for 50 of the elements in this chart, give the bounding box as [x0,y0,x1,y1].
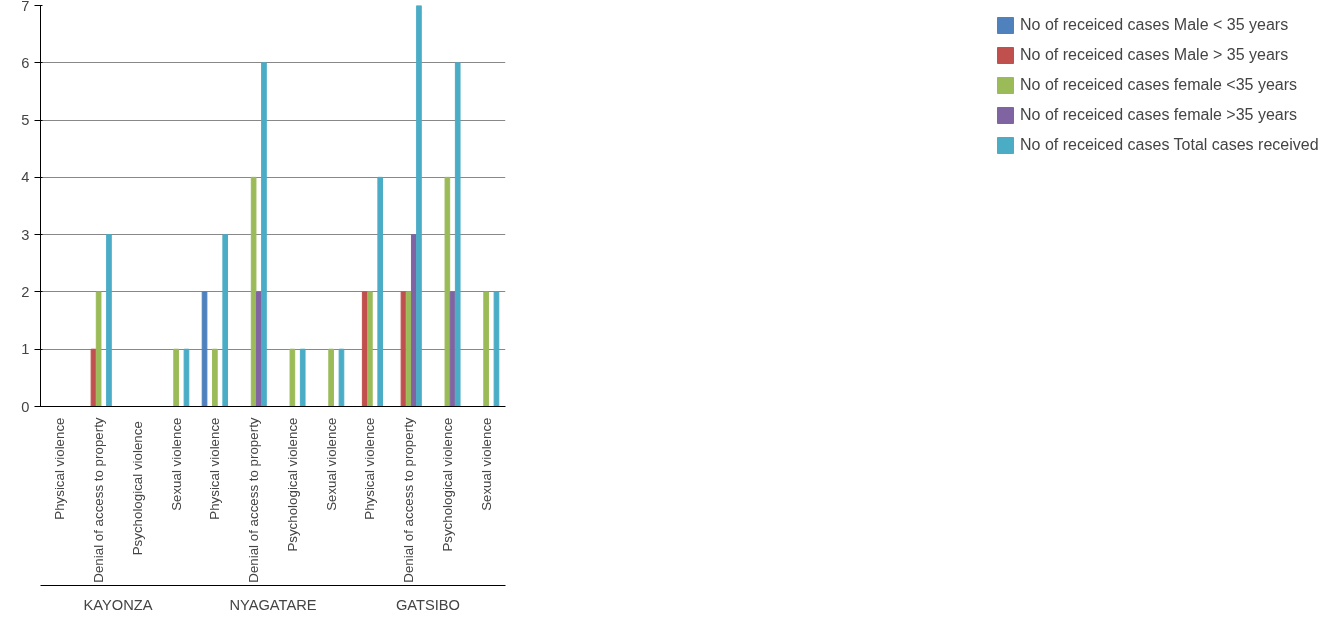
bar [95,291,102,407]
legend-label: No of receiced cases female <35 years [1020,76,1299,94]
bar [212,348,218,407]
x-tick-label: Psychological violence [129,421,145,556]
bar [367,291,373,407]
bar [444,176,451,407]
x-tick-label: Physical violence [207,417,223,520]
x-tick-label: Physical violence [362,417,378,520]
bar [416,5,422,407]
y-tick-label: 3 [21,226,30,243]
y-tick-label: 7 [21,0,30,14]
legend-label: No of receiced cases Male > 35 years [1020,46,1290,64]
legend-label: No of receiced cases Male < 35 years [1020,16,1290,34]
x-tick-label: Sexual violence [168,417,184,511]
bar [289,348,296,407]
bar [90,348,97,407]
bar [400,291,407,407]
bar [454,62,461,407]
bar [222,234,229,407]
x-tick-label: Sexual violence [323,417,339,511]
bar [250,176,257,407]
bar [483,291,489,407]
y-tick-label: 1 [21,341,30,358]
text: KAYONZA [83,596,153,613]
y-tick-label: 6 [21,54,30,71]
bar [201,291,208,407]
y-tick-label: 5 [21,112,30,129]
bar [106,234,112,407]
bar [328,348,334,407]
x-tick-label: Denial of access to property [401,417,417,583]
bar [377,176,384,407]
bar [173,348,179,407]
text: GATSIBO [395,596,461,613]
legend-label: No of receiced cases Total cases received [1020,136,1320,154]
x-tick-label: Psychological violence [284,417,300,552]
legend-label: No of receiced cases female >35 years [1020,106,1299,124]
bar [183,348,190,407]
x-tick-label: Denial of access to property [91,417,107,583]
text: NYAGATARE [229,596,317,613]
bar [261,62,267,407]
x-tick-label: Denial of access to property [246,417,262,583]
bar [299,348,306,407]
x-tick-label: Sexual violence [478,417,494,511]
y-tick-label: 2 [21,283,30,300]
x-tick-label: Psychological violence [439,417,455,552]
bar [493,291,500,407]
y-tick-label: 0 [21,398,30,415]
x-tick-label: Physical violence [52,417,68,520]
bar [338,348,345,407]
y-tick-label: 4 [21,169,30,186]
